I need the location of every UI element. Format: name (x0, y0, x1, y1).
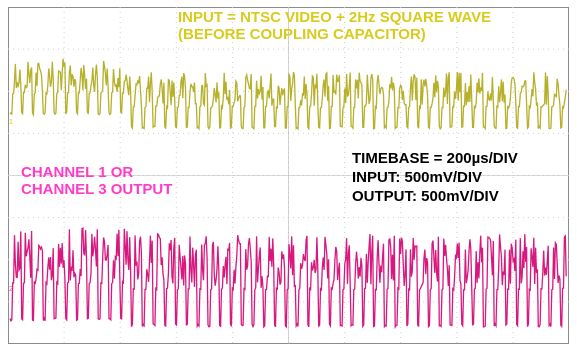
input-scale-setting: INPUT: 500mV/DIV (352, 169, 483, 186)
input-waveform-trace (9, 58, 567, 131)
input-label-line-1: INPUT = NTSC VIDEO + 2Hz SQUARE WAVE (178, 9, 492, 26)
channel-output-label: CHANNEL 1 OR CHANNEL 3 OUTPUT (21, 164, 172, 198)
channel-1-ground-marker: 1 (9, 119, 13, 126)
output-scale-setting: OUTPUT: 500mV/DIV (352, 188, 499, 205)
timebase-setting: TIMEBASE = 200µs/DIV (352, 150, 518, 167)
channel-label-line-2: CHANNEL 3 OUTPUT (21, 181, 173, 198)
channel-2-ground-marker: 2 (9, 286, 13, 293)
channel-label-line-1: CHANNEL 1 OR (21, 164, 134, 181)
input-label-line-2: (BEFORE COUPLING CAPACITOR) (178, 26, 426, 43)
input-description-label: INPUT = NTSC VIDEO + 2Hz SQUARE WAVE (BE… (178, 9, 491, 43)
output-waveform-trace (9, 227, 567, 330)
scope-settings-label: TIMEBASE = 200µs/DIV INPUT: 500mV/DIV OU… (352, 149, 518, 206)
